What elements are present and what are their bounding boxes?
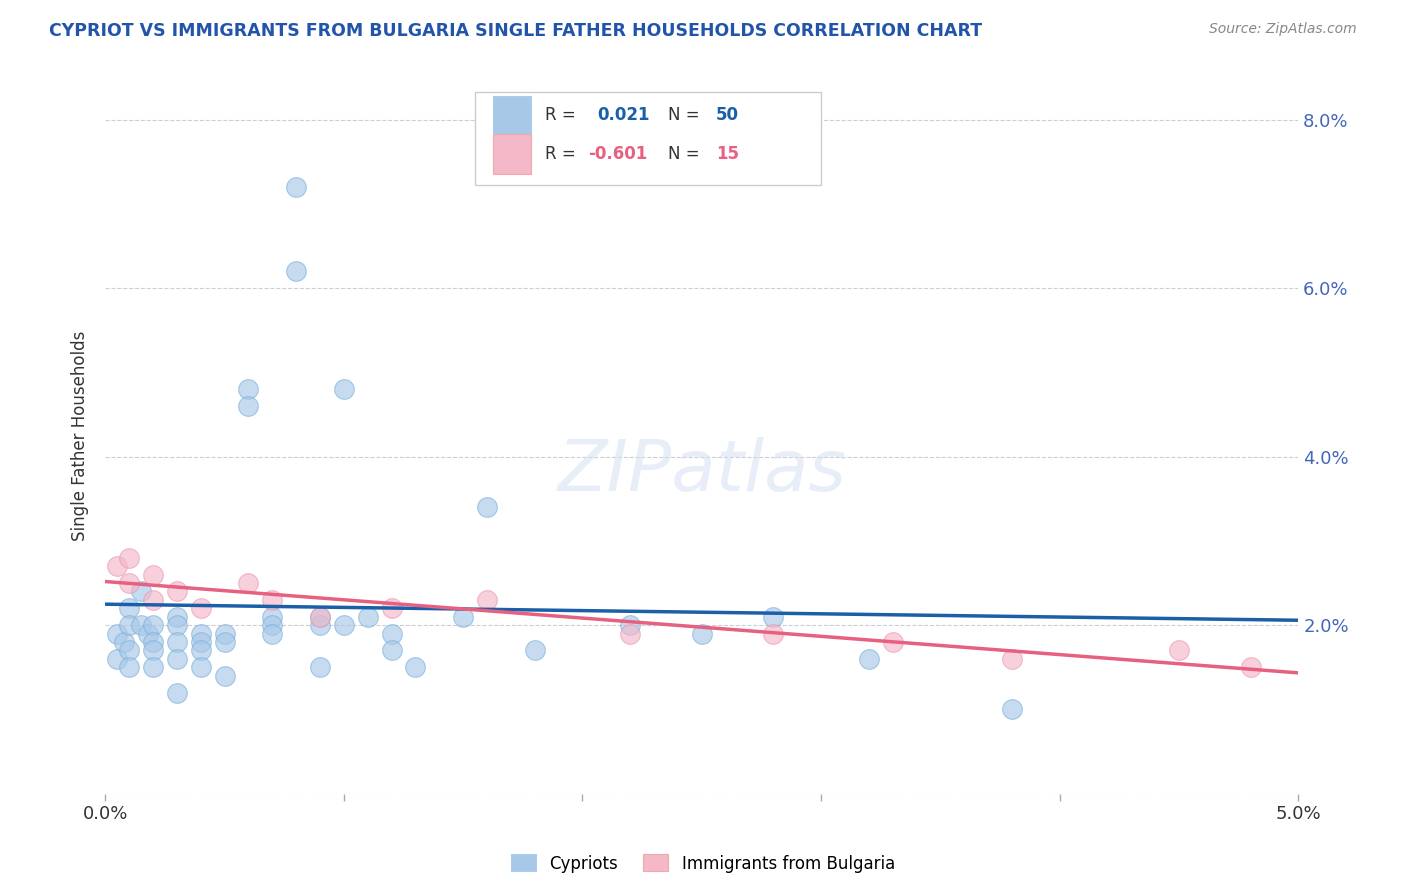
- Point: [166, 685, 188, 699]
- Point: [214, 626, 236, 640]
- Point: [404, 660, 426, 674]
- Point: [190, 635, 212, 649]
- Point: [118, 576, 141, 591]
- Point: [690, 626, 713, 640]
- Y-axis label: Single Father Households: Single Father Households: [72, 330, 89, 541]
- Point: [190, 626, 212, 640]
- Legend: Cypriots, Immigrants from Bulgaria: Cypriots, Immigrants from Bulgaria: [505, 847, 901, 880]
- Point: [262, 618, 284, 632]
- Point: [858, 652, 880, 666]
- Point: [190, 660, 212, 674]
- Point: [129, 584, 152, 599]
- Point: [262, 592, 284, 607]
- Point: [105, 652, 128, 666]
- Point: [1239, 660, 1261, 674]
- FancyBboxPatch shape: [494, 135, 531, 174]
- Point: [619, 626, 641, 640]
- Point: [142, 643, 165, 657]
- Point: [142, 567, 165, 582]
- Point: [118, 601, 141, 615]
- Point: [762, 626, 785, 640]
- Point: [475, 500, 498, 515]
- Text: 50: 50: [716, 106, 740, 124]
- FancyBboxPatch shape: [475, 92, 821, 185]
- Point: [105, 626, 128, 640]
- Point: [309, 609, 332, 624]
- Point: [380, 643, 402, 657]
- Point: [451, 609, 474, 624]
- Text: -0.601: -0.601: [589, 145, 648, 163]
- Point: [112, 635, 135, 649]
- Point: [333, 618, 356, 632]
- FancyBboxPatch shape: [494, 95, 531, 135]
- Point: [262, 609, 284, 624]
- Point: [214, 669, 236, 683]
- Text: 0.021: 0.021: [596, 106, 650, 124]
- Text: 15: 15: [716, 145, 740, 163]
- Text: N =: N =: [668, 106, 706, 124]
- Text: CYPRIOT VS IMMIGRANTS FROM BULGARIA SINGLE FATHER HOUSEHOLDS CORRELATION CHART: CYPRIOT VS IMMIGRANTS FROM BULGARIA SING…: [49, 22, 983, 40]
- Text: R =: R =: [546, 106, 586, 124]
- Point: [333, 382, 356, 396]
- Point: [142, 592, 165, 607]
- Point: [309, 618, 332, 632]
- Text: Source: ZipAtlas.com: Source: ZipAtlas.com: [1209, 22, 1357, 37]
- Point: [118, 550, 141, 565]
- Point: [105, 559, 128, 574]
- Point: [1001, 652, 1024, 666]
- Text: ZIPatlas: ZIPatlas: [557, 437, 846, 506]
- Point: [142, 635, 165, 649]
- Point: [475, 592, 498, 607]
- Text: N =: N =: [668, 145, 706, 163]
- Point: [238, 399, 260, 413]
- Point: [1001, 702, 1024, 716]
- Point: [118, 660, 141, 674]
- Point: [166, 618, 188, 632]
- Point: [166, 635, 188, 649]
- Point: [762, 609, 785, 624]
- Point: [214, 635, 236, 649]
- Point: [166, 609, 188, 624]
- Point: [166, 584, 188, 599]
- Point: [309, 609, 332, 624]
- Point: [380, 626, 402, 640]
- Point: [1168, 643, 1191, 657]
- Point: [118, 618, 141, 632]
- Point: [238, 576, 260, 591]
- Point: [142, 618, 165, 632]
- Point: [619, 618, 641, 632]
- Point: [882, 635, 904, 649]
- Point: [285, 264, 308, 278]
- Point: [285, 180, 308, 194]
- Point: [118, 643, 141, 657]
- Point: [262, 626, 284, 640]
- Point: [142, 660, 165, 674]
- Point: [166, 652, 188, 666]
- Point: [380, 601, 402, 615]
- Point: [136, 626, 159, 640]
- Point: [309, 660, 332, 674]
- Point: [190, 601, 212, 615]
- Point: [129, 618, 152, 632]
- Point: [523, 643, 546, 657]
- Point: [190, 643, 212, 657]
- Point: [238, 382, 260, 396]
- Point: [357, 609, 380, 624]
- Text: R =: R =: [546, 145, 582, 163]
